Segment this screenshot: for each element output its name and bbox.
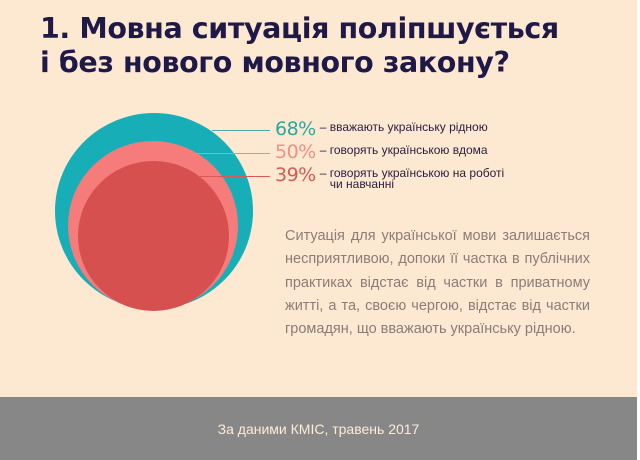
- legend-item-68: 68% – вважають українську рідною: [275, 119, 488, 139]
- legend-percent: 39%: [275, 164, 316, 186]
- legend-label: – говорять українською вдома: [319, 143, 488, 157]
- leader-line-39: [200, 176, 270, 177]
- page-title: 1. Мовна ситуація поліпшується і без нов…: [40, 12, 559, 80]
- title-line-1: 1. Мовна ситуація поліпшується: [40, 12, 559, 45]
- legend-label: – вважають українську рідною: [319, 120, 488, 134]
- legend-label-line-1: – говорять українською на роботі: [319, 166, 505, 180]
- legend-label: – говорять українською на роботі чи навч…: [319, 166, 505, 191]
- circle-speak-at-work-39: [78, 161, 229, 311]
- source-note: За даними КМІС, травень 2017: [217, 420, 420, 437]
- legend-percent: 68%: [275, 118, 316, 140]
- footer-bar: За даними КМІС, травень 2017: [0, 397, 637, 460]
- legend-item-50: 50% – говорять українською вдома: [275, 142, 488, 162]
- legend-label-line-2: чи навчанні: [329, 177, 395, 191]
- leader-line-50: [195, 153, 270, 154]
- leader-line-68: [212, 130, 270, 131]
- legend-percent: 50%: [275, 141, 316, 163]
- legend-item-39: 39% – говорять українською на роботі чи …: [275, 165, 504, 190]
- description-paragraph: Ситуація для української мови залишаєтьс…: [285, 228, 590, 338]
- title-line-2: і без нового мовного закону?: [40, 46, 510, 79]
